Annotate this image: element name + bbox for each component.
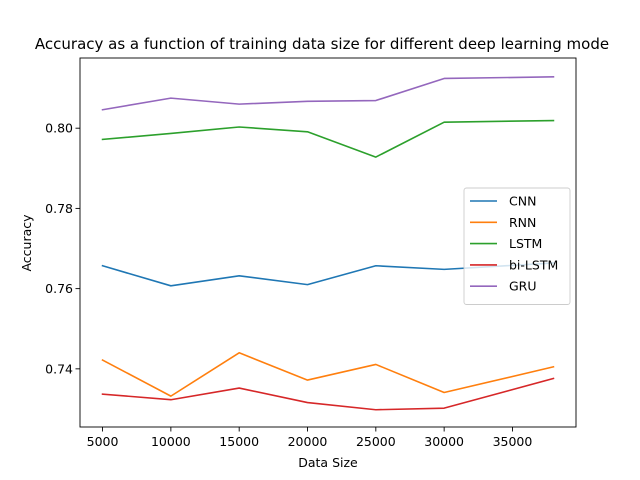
series-line-rnn (101, 351, 555, 397)
legend-label: GRU (509, 279, 537, 294)
series-line-gru (101, 76, 555, 111)
y-axis-label: Accuracy (19, 214, 34, 272)
x-tick-label: 5000 (87, 434, 119, 449)
y-tick-label: 0.76 (45, 281, 73, 296)
x-tick-label: 35000 (493, 434, 533, 449)
series-line-bi-lstm (101, 377, 555, 411)
legend-label: CNN (509, 194, 536, 209)
y-tick-label: 0.80 (45, 121, 73, 136)
legend-label: bi-LSTM (509, 257, 558, 272)
x-tick-label: 20000 (288, 434, 328, 449)
series-line-lstm (101, 119, 555, 158)
x-tick-label: 15000 (219, 434, 259, 449)
x-tick-label: 25000 (356, 434, 396, 449)
y-tick-label: 0.78 (45, 201, 73, 216)
y-axis: 0.74 0.76 0.78 0.80 (45, 121, 80, 376)
plot-frame (79, 57, 577, 428)
x-axis: 5000 10000 15000 20000 25000 30000 35000 (87, 427, 533, 449)
series-line-cnn (101, 262, 555, 287)
legend-label: RNN (509, 215, 536, 230)
legend-box (463, 187, 571, 305)
x-axis-label: Data Size (298, 455, 358, 470)
series-layer (101, 76, 555, 411)
x-tick-label: 30000 (424, 434, 464, 449)
y-tick-label: 0.74 (45, 361, 73, 376)
legend-label: LSTM (509, 236, 542, 251)
chart-title: Accuracy as a function of training data … (35, 35, 609, 53)
legend: CNN RNN LSTM bi-LSTM GRU (463, 187, 571, 305)
x-tick-label: 10000 (151, 434, 191, 449)
